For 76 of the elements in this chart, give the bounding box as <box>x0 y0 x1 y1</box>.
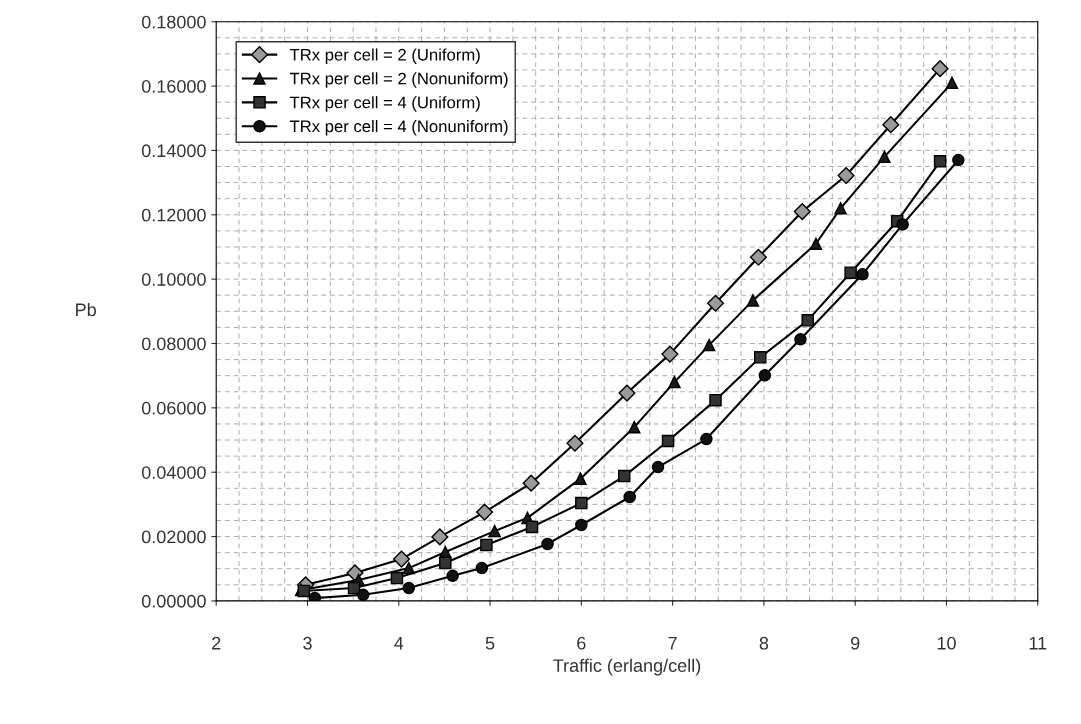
point <box>896 218 909 231</box>
point <box>439 556 452 570</box>
point <box>702 338 716 352</box>
point <box>758 369 772 382</box>
x-tick-label: 3 <box>303 636 312 650</box>
point <box>617 469 631 483</box>
point <box>390 571 404 585</box>
x-tick-label: 7 <box>668 637 677 650</box>
point <box>668 375 681 389</box>
point <box>931 60 949 78</box>
y-tick-label: 0.02000 <box>141 530 206 544</box>
point <box>392 550 411 568</box>
y-tick-label: 0.12000 <box>141 208 206 222</box>
point <box>834 202 847 215</box>
x-tick-label: 10 <box>937 636 956 650</box>
legend-label: TRx per cell = 2 (Nonuniform) <box>289 72 508 88</box>
y-tick-label: 0.16000 <box>141 80 206 93</box>
point <box>661 345 679 363</box>
point <box>754 351 767 364</box>
x-tick-label: 4 <box>394 637 404 650</box>
point <box>706 294 725 312</box>
point <box>356 588 370 601</box>
point <box>541 537 554 551</box>
y-tick-label: 0.00000 <box>141 594 206 608</box>
point <box>431 528 449 546</box>
x-tick-label: 9 <box>851 636 860 650</box>
point <box>700 432 713 446</box>
y-tick-label: 0.18000 <box>141 15 206 29</box>
x-tick-label: 5 <box>485 637 495 650</box>
point <box>837 166 855 185</box>
y-axis-title: Pb <box>76 302 96 317</box>
point <box>446 569 459 583</box>
point <box>651 460 665 474</box>
point <box>308 591 322 601</box>
legend-label: TRx per cell = 4 (Uniform) <box>289 96 480 112</box>
point <box>476 503 494 521</box>
point <box>793 203 811 221</box>
point <box>574 472 587 485</box>
point <box>801 314 814 327</box>
point <box>475 561 489 575</box>
y-tick-label: 0.14000 <box>141 144 206 158</box>
point <box>746 294 760 307</box>
point <box>794 333 807 346</box>
point <box>566 434 584 452</box>
point <box>618 384 636 402</box>
x-tick-label: 8 <box>759 636 769 650</box>
point <box>525 520 539 534</box>
y-tick-label: 0.06000 <box>141 401 206 415</box>
point <box>480 538 493 552</box>
x-tick-label: 6 <box>577 636 586 650</box>
point <box>709 393 722 407</box>
point <box>575 496 588 510</box>
point <box>402 581 416 595</box>
point <box>661 434 675 448</box>
y-tick-label: 0.10000 <box>141 273 206 286</box>
legend-label: TRx per cell = 2 (Uniform) <box>289 48 480 64</box>
point <box>522 474 540 492</box>
x-tick-label: 2 <box>212 636 221 650</box>
point <box>575 518 588 532</box>
point <box>945 76 959 90</box>
point <box>844 266 857 279</box>
legend-label: TRx per cell = 4 (Nonuniform) <box>289 120 508 136</box>
point <box>882 116 900 134</box>
y-tick-label: 0.08000 <box>141 337 206 351</box>
point <box>878 150 891 164</box>
point <box>952 153 965 167</box>
point <box>933 155 947 168</box>
x-axis-title: Traffic (erlang/cell) <box>553 658 701 676</box>
point <box>623 490 636 504</box>
point <box>488 524 501 538</box>
point <box>809 237 823 250</box>
point <box>628 420 641 434</box>
point <box>856 268 869 281</box>
x-tick-label: 11 <box>1029 637 1047 650</box>
point <box>749 248 767 266</box>
y-tick-label: 0.04000 <box>141 466 206 479</box>
